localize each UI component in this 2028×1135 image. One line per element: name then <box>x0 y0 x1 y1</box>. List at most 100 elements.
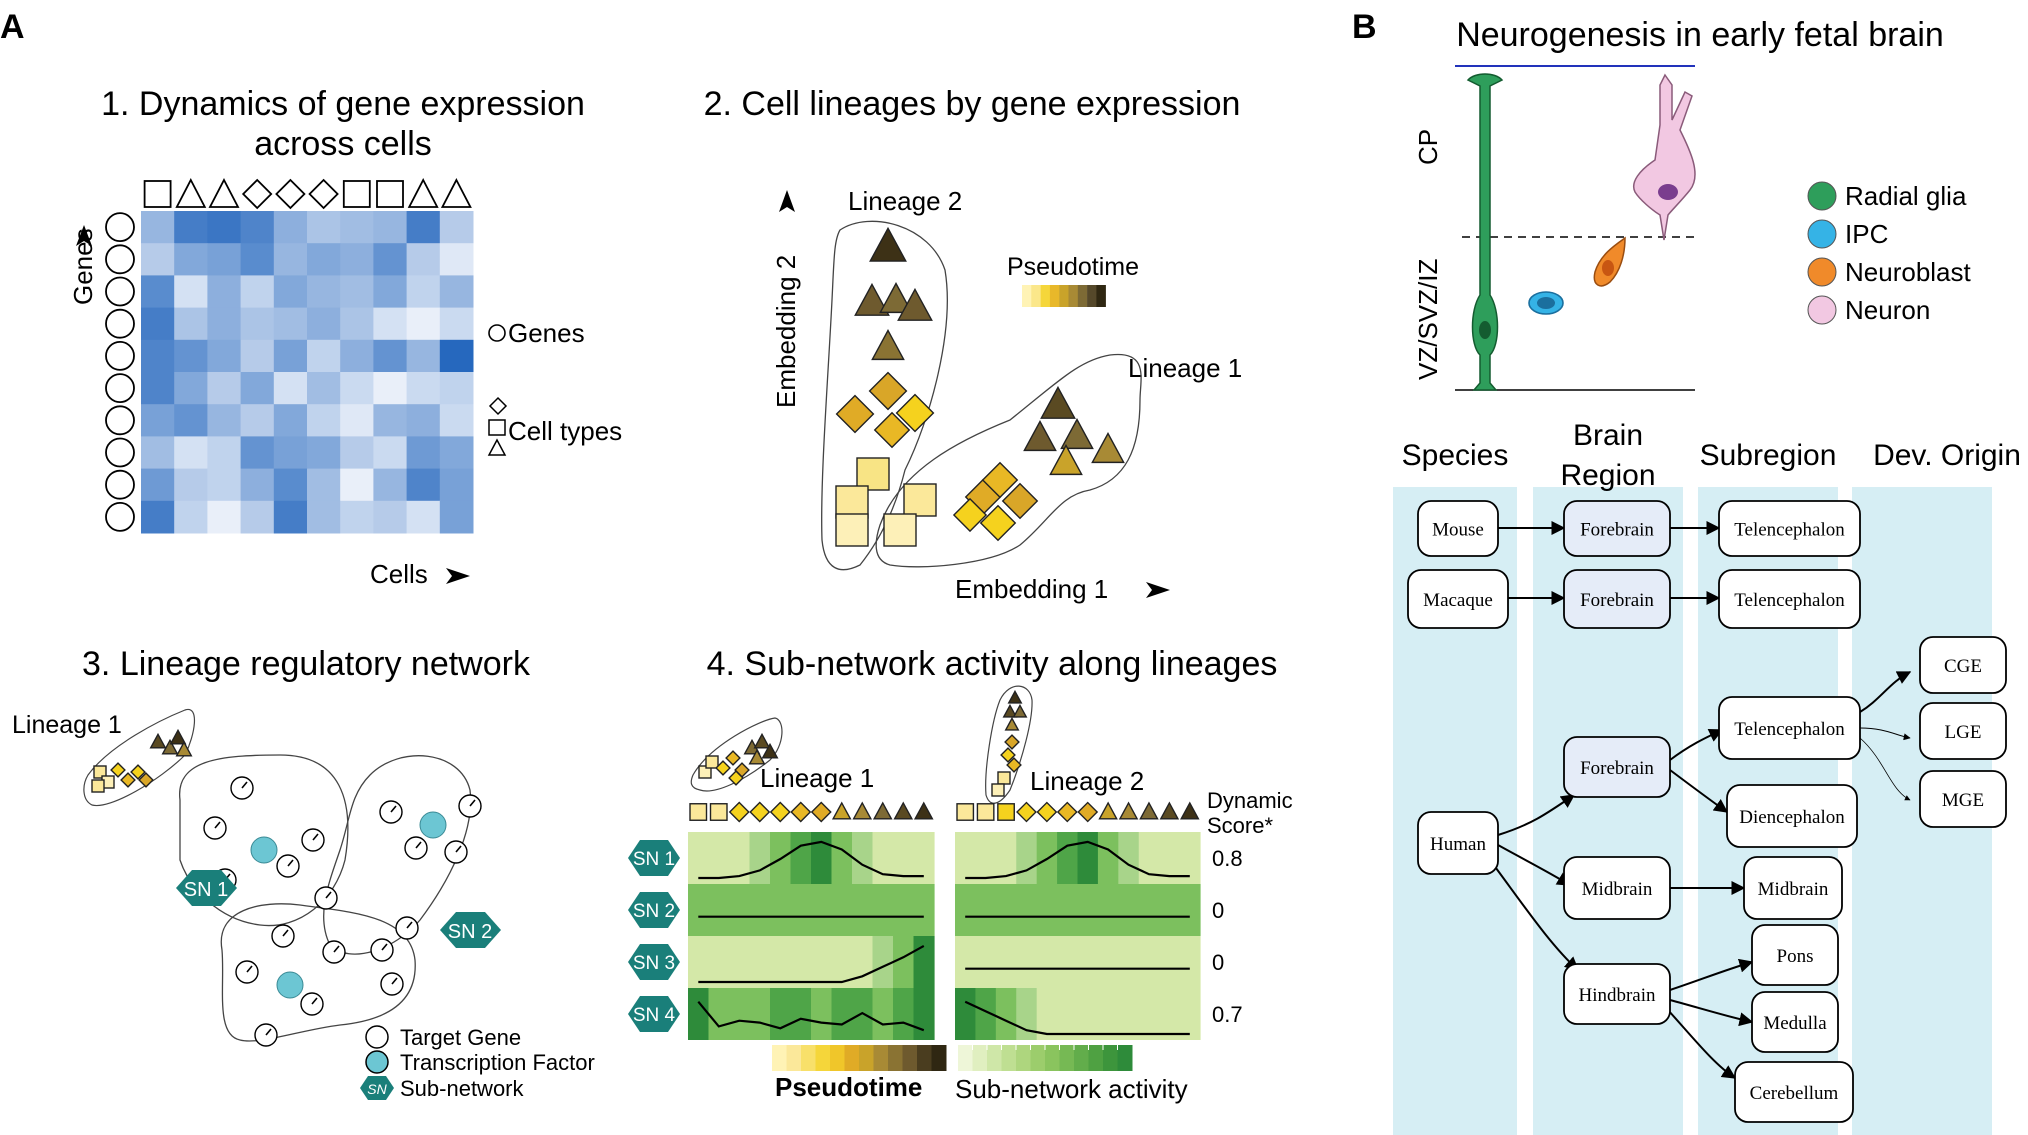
heatmap-cell <box>406 243 441 276</box>
lineage-order-marker <box>852 801 873 820</box>
heatmap-cell <box>340 500 374 534</box>
activity-cell <box>1016 936 1038 988</box>
heatmap-cell <box>273 468 308 502</box>
legend-label: Neuron <box>1845 295 1930 325</box>
activity-cell <box>831 832 853 884</box>
heatmap-cell <box>240 339 275 373</box>
activity-cell <box>955 884 977 936</box>
cell-type-shape-row <box>143 178 472 210</box>
activity-cell <box>811 936 833 988</box>
neuron-nucleus <box>1658 184 1678 200</box>
p2-pseudotime-colorbar <box>1022 285 1106 307</box>
heatmap-cell <box>373 211 408 244</box>
gene-circle-icon <box>105 212 135 243</box>
dynamic-score-value: 0 <box>1212 898 1224 923</box>
heatmap-cell <box>207 436 242 470</box>
hierarchy-node-human <box>1417 811 1499 875</box>
sn1-hull <box>179 754 349 927</box>
sn-row-label: SN 2 <box>633 901 675 922</box>
heatmap-cell <box>207 468 242 502</box>
heatmap-cell <box>207 372 242 405</box>
pseudotime-swatch <box>859 1045 874 1071</box>
activity-cell <box>975 832 997 884</box>
activity-cell <box>1016 884 1038 936</box>
lineage-cell-marker <box>903 483 937 517</box>
transcription-factor-node <box>419 811 447 839</box>
activity-cell <box>913 832 935 884</box>
gene-circle-icon <box>105 276 135 307</box>
p3-legend-sn: Sub-network <box>400 1076 525 1101</box>
activity-cell <box>913 988 935 1040</box>
expression-heatmap <box>141 211 474 534</box>
lineage-cell-marker <box>1091 432 1125 464</box>
lineage-order-marker <box>872 801 893 820</box>
heatmap-cell <box>141 243 175 276</box>
p4-mini-lineage1-points <box>698 732 779 786</box>
hierarchy-node-label: Forebrain <box>1580 758 1654 779</box>
activity-cell <box>872 988 894 1040</box>
p2-embed1-label: Embedding 1 <box>955 574 1108 604</box>
regulation-tick <box>469 799 476 807</box>
heatmap-cell <box>141 211 175 244</box>
heatmap-cell <box>406 436 441 470</box>
activity-cell <box>1097 988 1119 1040</box>
activity-cell <box>1118 988 1140 1040</box>
activity-cell <box>1077 988 1099 1040</box>
lineage-cell-marker <box>883 513 917 547</box>
regulation-tick <box>390 805 397 813</box>
p3-legend-sn-icon: SN <box>367 1081 387 1097</box>
p4-title: 4. Sub-network activity along lineages <box>707 645 1278 683</box>
heatmap-cell <box>340 275 374 309</box>
mini-lineage2-marker <box>1004 734 1020 750</box>
lineage-cell-marker <box>835 394 875 434</box>
activity-cell <box>995 884 1017 936</box>
heatmap-cell <box>273 339 308 373</box>
activity-cell <box>975 884 997 936</box>
pseudotime-swatch <box>888 1045 903 1071</box>
heatmap-cell <box>307 500 341 534</box>
cell-type-square-icon <box>376 180 404 208</box>
heatmap-cell <box>307 372 341 405</box>
activity-cell <box>688 832 710 884</box>
pseudotime-swatch <box>1040 285 1051 307</box>
sn-row-label: SN 3 <box>633 953 675 974</box>
p3-lineage1-label: Lineage 1 <box>12 711 122 739</box>
sn-row-hexagon <box>628 840 680 876</box>
heatmap-cell <box>340 339 374 373</box>
heatmap-cell <box>240 436 275 470</box>
activity-cell <box>1118 884 1140 936</box>
cell-type-triangle-icon <box>208 178 240 208</box>
activity-cell <box>688 936 710 988</box>
heatmap-cell <box>406 404 441 437</box>
heatmap-cell <box>207 275 242 309</box>
regulation-tick <box>282 929 289 937</box>
activity-cell <box>852 884 874 936</box>
hierarchy-node-label: Macaque <box>1423 590 1493 611</box>
activity-swatch <box>1016 1045 1031 1071</box>
pseudotime-swatch <box>786 1045 802 1071</box>
lineage-order-marker <box>790 801 812 823</box>
edge-human-forebrain <box>1497 794 1576 836</box>
lineage-order-marker <box>1036 801 1058 823</box>
lineage-order-marker <box>1098 801 1118 820</box>
activity-cell <box>729 884 751 936</box>
pseudotime-swatch <box>917 1045 932 1071</box>
regulation-tick <box>311 997 318 1005</box>
p3-title: 3. Lineage regulatory network <box>82 645 531 683</box>
activity-cell <box>1159 988 1181 1040</box>
vz-label: VZ/SVZ/IZ <box>1413 259 1443 380</box>
pseudotime-swatch <box>1077 285 1088 307</box>
heatmap-cell <box>240 275 275 309</box>
heatmap-cell <box>207 243 242 276</box>
hierarchy-node-mge <box>1919 770 2007 828</box>
p3-network-nodes <box>203 776 482 1047</box>
legend-label: IPC <box>1845 219 1888 249</box>
subpanel-1: 1. Dynamics of gene expression across ce… <box>68 85 622 589</box>
lineage-cell-marker <box>869 226 907 262</box>
sn1-hexagon: SN 1 <box>176 870 237 906</box>
activity-cell <box>913 936 935 988</box>
activity-swatch <box>1074 1045 1089 1071</box>
p4-lineage1-label: Lineage 1 <box>760 763 874 793</box>
mini-lineage2-marker <box>991 783 1005 797</box>
mini-lineage-marker <box>138 772 154 788</box>
